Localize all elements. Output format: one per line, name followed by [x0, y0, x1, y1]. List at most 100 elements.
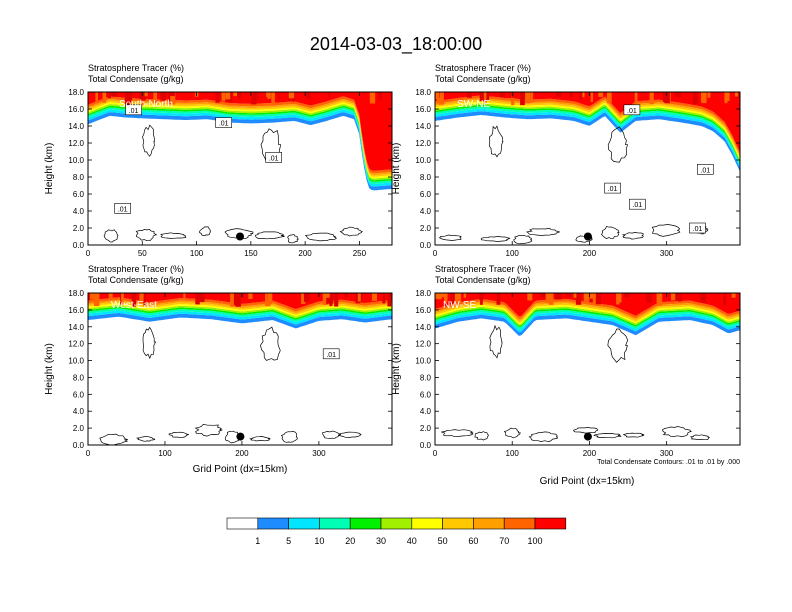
tracer-streak: [344, 293, 348, 298]
x-tick-label: 200: [298, 249, 312, 258]
condensate-contour: [503, 427, 521, 439]
tracer-streak: [382, 293, 386, 304]
tracer-streak: [90, 293, 95, 300]
contour-label: .01: [632, 202, 642, 209]
colorbar-label: 60: [468, 536, 478, 546]
panel-name: West-East: [111, 300, 157, 311]
tracer-streak: [251, 92, 257, 105]
contour-label: .01: [608, 186, 618, 193]
x-tick-label: 100: [506, 249, 520, 258]
condensate-contour: [199, 226, 211, 236]
tracer-streak: [322, 293, 327, 305]
tracer-streak: [324, 293, 330, 298]
tracer-streak: [701, 92, 707, 104]
condensate-contour: [142, 124, 155, 157]
tracer-streak: [582, 92, 585, 98]
tracer-streak: [102, 92, 107, 103]
tracer-streak: [107, 92, 111, 99]
x-tick-label: 100: [506, 449, 520, 458]
condensate-contour: [160, 232, 187, 239]
panel-name: NW-SE: [443, 300, 476, 311]
y-tick-label: 10.0: [68, 156, 84, 165]
condensate-contour: [622, 432, 645, 438]
panel-title-line-2: Total Condensate (g/kg): [88, 275, 184, 285]
tracer-streak: [656, 293, 663, 306]
condensate-contour: [441, 429, 474, 438]
tracer-streak: [573, 293, 577, 298]
plot-frame: [87, 91, 393, 246]
condensate-contour: [601, 225, 620, 240]
panel-name: SW-NE: [457, 99, 490, 110]
plot-frame: [434, 292, 741, 446]
tracer-streak: [183, 293, 186, 299]
contour-label: .01: [118, 206, 128, 213]
panel-name: South-North: [119, 99, 173, 110]
contour-label-box: [322, 348, 340, 360]
y-tick-label: 2.0: [420, 424, 432, 433]
panel-title-line-2: Total Condensate (g/kg): [435, 74, 531, 84]
condensate-contour: [304, 232, 338, 242]
tracer-streak: [233, 293, 239, 305]
y-tick-label: 16.0: [415, 105, 431, 114]
x-tick-label: 300: [660, 249, 674, 258]
colorbar-swatch: [226, 517, 259, 530]
condensate-contour: [528, 431, 558, 443]
y-tick-label: 10.0: [415, 357, 431, 366]
y-tick-label: 2.0: [420, 224, 432, 233]
tracer-band-4: [88, 306, 392, 320]
y-tick-label: 18.0: [68, 88, 84, 97]
tracer-streak: [555, 92, 562, 97]
tracer-streak: [437, 293, 442, 300]
tracer-streak: [592, 293, 597, 305]
colorbar-swatch: [288, 517, 320, 530]
tracer-band-3: [435, 310, 740, 330]
contour-label-box: [604, 182, 621, 194]
tracer-band-10: [88, 92, 392, 171]
tracer-streak: [168, 92, 172, 104]
tracer-band-3: [435, 106, 740, 166]
colorbar-label: 5: [286, 536, 291, 546]
condensate-contour: [526, 227, 560, 236]
y-tick-label: 4.0: [73, 407, 85, 416]
y-tick-label: 0.0: [73, 241, 85, 250]
tracer-streak: [735, 92, 739, 97]
panel-title-line-1: Stratosphere Tracer (%): [88, 63, 184, 73]
tracer-streak: [199, 293, 205, 302]
tracer-streak: [677, 293, 682, 302]
contour-label: .01: [700, 167, 710, 174]
contour-label-box: [114, 203, 131, 214]
y-tick-label: 6.0: [420, 190, 432, 199]
tracer-streak: [121, 293, 124, 305]
tracer-band-10: [435, 92, 740, 153]
tracer-streak: [480, 293, 483, 305]
condensate-contour: [607, 328, 629, 363]
condensate-contour: [142, 326, 157, 360]
tracer-streak: [444, 293, 448, 303]
y-tick-label: 8.0: [420, 173, 432, 182]
tracer-streak: [463, 293, 467, 298]
tracer-streak: [723, 293, 727, 305]
tracer-streak: [387, 293, 392, 307]
colorbar-label: 50: [438, 536, 448, 546]
condensate-contour: [338, 431, 362, 438]
tracer-streak: [94, 293, 100, 307]
contour-label: .01: [326, 352, 336, 359]
tracer-streak: [483, 92, 487, 105]
tracer-streak: [595, 293, 601, 305]
tracer-streak: [266, 92, 270, 97]
tracer-streak: [525, 92, 531, 104]
tracer-band-5: [88, 304, 392, 319]
tracer-streak: [619, 293, 622, 303]
x-tick-label: 100: [190, 249, 204, 258]
y-tick-label: 6.0: [73, 190, 85, 199]
tracer-band-7: [435, 99, 740, 159]
tracer-streak: [479, 92, 486, 102]
tracer-streak: [435, 293, 439, 299]
tracer-streak: [436, 92, 439, 103]
tracer-streak: [565, 293, 572, 298]
colorbar-label: 40: [407, 536, 417, 546]
tracer-band-2: [88, 310, 392, 325]
tracer-streak: [486, 92, 490, 101]
condensate-contour: [99, 433, 129, 445]
tracer-streak: [624, 293, 630, 298]
